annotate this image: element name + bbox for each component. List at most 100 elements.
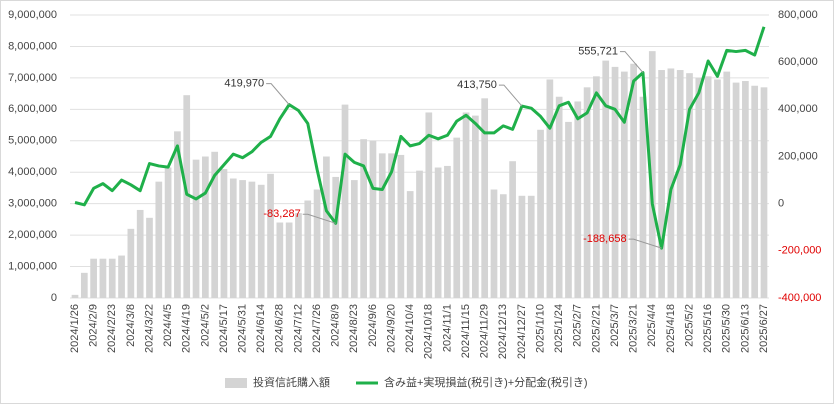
bar xyxy=(704,76,712,298)
x-tick-label: 2025/3/7 xyxy=(609,304,621,347)
y-tick-label: 4,000,000 xyxy=(8,166,57,178)
bar xyxy=(146,217,153,298)
bar xyxy=(211,151,219,298)
bar xyxy=(527,195,535,298)
bar xyxy=(90,258,97,298)
x-tick-label: 2025/5/16 xyxy=(702,304,714,353)
legend-label: 投資信託購入額 xyxy=(253,375,330,389)
legend-label: 含み益+実現損益(税引き)+分配金(税引き) xyxy=(384,375,588,389)
bar xyxy=(667,68,675,298)
bar xyxy=(676,70,684,299)
legend-swatch xyxy=(225,378,247,388)
bar xyxy=(313,189,321,298)
data-label: -188,658 xyxy=(583,233,626,245)
bar xyxy=(760,87,768,298)
x-tick-label: 2024/2/9 xyxy=(88,304,100,347)
x-tick-label: 2024/5/17 xyxy=(218,304,230,353)
line xyxy=(74,26,766,250)
bar xyxy=(257,184,265,298)
bar xyxy=(127,228,135,298)
bar xyxy=(276,222,284,298)
bar xyxy=(99,258,107,298)
bar xyxy=(220,169,228,298)
x-tick-label: 2024/2/23 xyxy=(106,304,118,353)
bar xyxy=(332,176,340,298)
leader-line xyxy=(498,84,523,107)
bar xyxy=(406,191,414,298)
y2-tick-label: 800,000 xyxy=(778,9,818,21)
bar xyxy=(229,178,237,298)
x-tick-label: 2025/6/27 xyxy=(758,304,770,353)
y-tick-label: 0 xyxy=(51,292,57,304)
bar xyxy=(583,87,591,298)
bar xyxy=(192,159,200,298)
x-tick-label: 2024/5/31 xyxy=(237,304,249,353)
bar xyxy=(239,180,246,298)
x-tick-label: 2025/1/10 xyxy=(534,304,546,353)
bar xyxy=(248,181,256,298)
y-tick-label: 7,000,000 xyxy=(8,72,57,84)
leader-line xyxy=(628,238,662,249)
x-tick-label: 2024/9/6 xyxy=(367,304,379,347)
bar xyxy=(425,112,433,298)
bar xyxy=(565,121,572,299)
x-tick-label: 2025/6/13 xyxy=(739,304,751,353)
bar xyxy=(369,140,377,298)
bar xyxy=(686,73,693,298)
bar xyxy=(108,258,116,298)
bar xyxy=(574,101,582,298)
bar xyxy=(164,167,172,298)
bar xyxy=(518,195,526,298)
x-tick-label: 2024/8/9 xyxy=(330,304,342,347)
bar xyxy=(639,96,647,298)
y-tick-label: 3,000,000 xyxy=(8,198,57,210)
y-tick-label: 8,000,000 xyxy=(8,40,57,52)
y-tick-label: 6,000,000 xyxy=(8,103,57,115)
bar xyxy=(593,76,600,298)
bar xyxy=(602,60,610,298)
leader-line xyxy=(619,51,644,73)
x-tick-label: 2025/2/21 xyxy=(590,304,602,353)
bar xyxy=(434,167,442,298)
bar xyxy=(341,104,349,298)
data-label: 413,750 xyxy=(457,79,497,91)
x-tick-label: 2024/4/19 xyxy=(181,304,193,353)
bar xyxy=(118,255,125,298)
bar xyxy=(499,194,507,298)
leader-line xyxy=(302,213,336,224)
x-tick-label: 2025/2/7 xyxy=(572,304,584,347)
y-tick-label: 9,000,000 xyxy=(8,9,57,21)
bar xyxy=(742,81,749,299)
y2-tick-label: 200,000 xyxy=(778,150,818,162)
bar xyxy=(630,63,638,298)
bar xyxy=(537,129,544,298)
x-tick-label: 2025/5/30 xyxy=(721,304,733,353)
x-tick-label: 2024/10/4 xyxy=(404,304,416,353)
bar xyxy=(174,131,181,298)
x-tick-label: 2025/3/21 xyxy=(628,304,640,353)
y-tick-label: 5,000,000 xyxy=(8,135,57,147)
bar xyxy=(323,156,330,298)
bar xyxy=(490,189,498,298)
bar xyxy=(397,154,405,298)
leader-line xyxy=(266,83,290,105)
bar xyxy=(472,115,479,298)
bar xyxy=(555,96,563,298)
x-tick-label: 2025/1/24 xyxy=(553,304,565,353)
y-tick-label: 1,000,000 xyxy=(8,260,57,272)
data-label: 555,721 xyxy=(578,46,618,58)
x-tick-label: 2024/11/15 xyxy=(460,304,472,358)
bar xyxy=(80,272,88,298)
y2-tick-label: 0 xyxy=(778,198,784,210)
x-tick-label: 2024/7/12 xyxy=(292,304,304,353)
x-tick-label: 2024/4/5 xyxy=(162,304,174,347)
bar xyxy=(378,153,386,298)
x-tick-label: 2024/1/26 xyxy=(69,304,81,353)
bar xyxy=(295,213,302,298)
bar xyxy=(136,209,144,298)
x-tick-label: 2024/7/26 xyxy=(311,304,323,353)
bar xyxy=(481,98,489,298)
y2-tick-label: 400,000 xyxy=(778,103,818,115)
bar xyxy=(546,79,554,298)
bar xyxy=(695,77,703,298)
